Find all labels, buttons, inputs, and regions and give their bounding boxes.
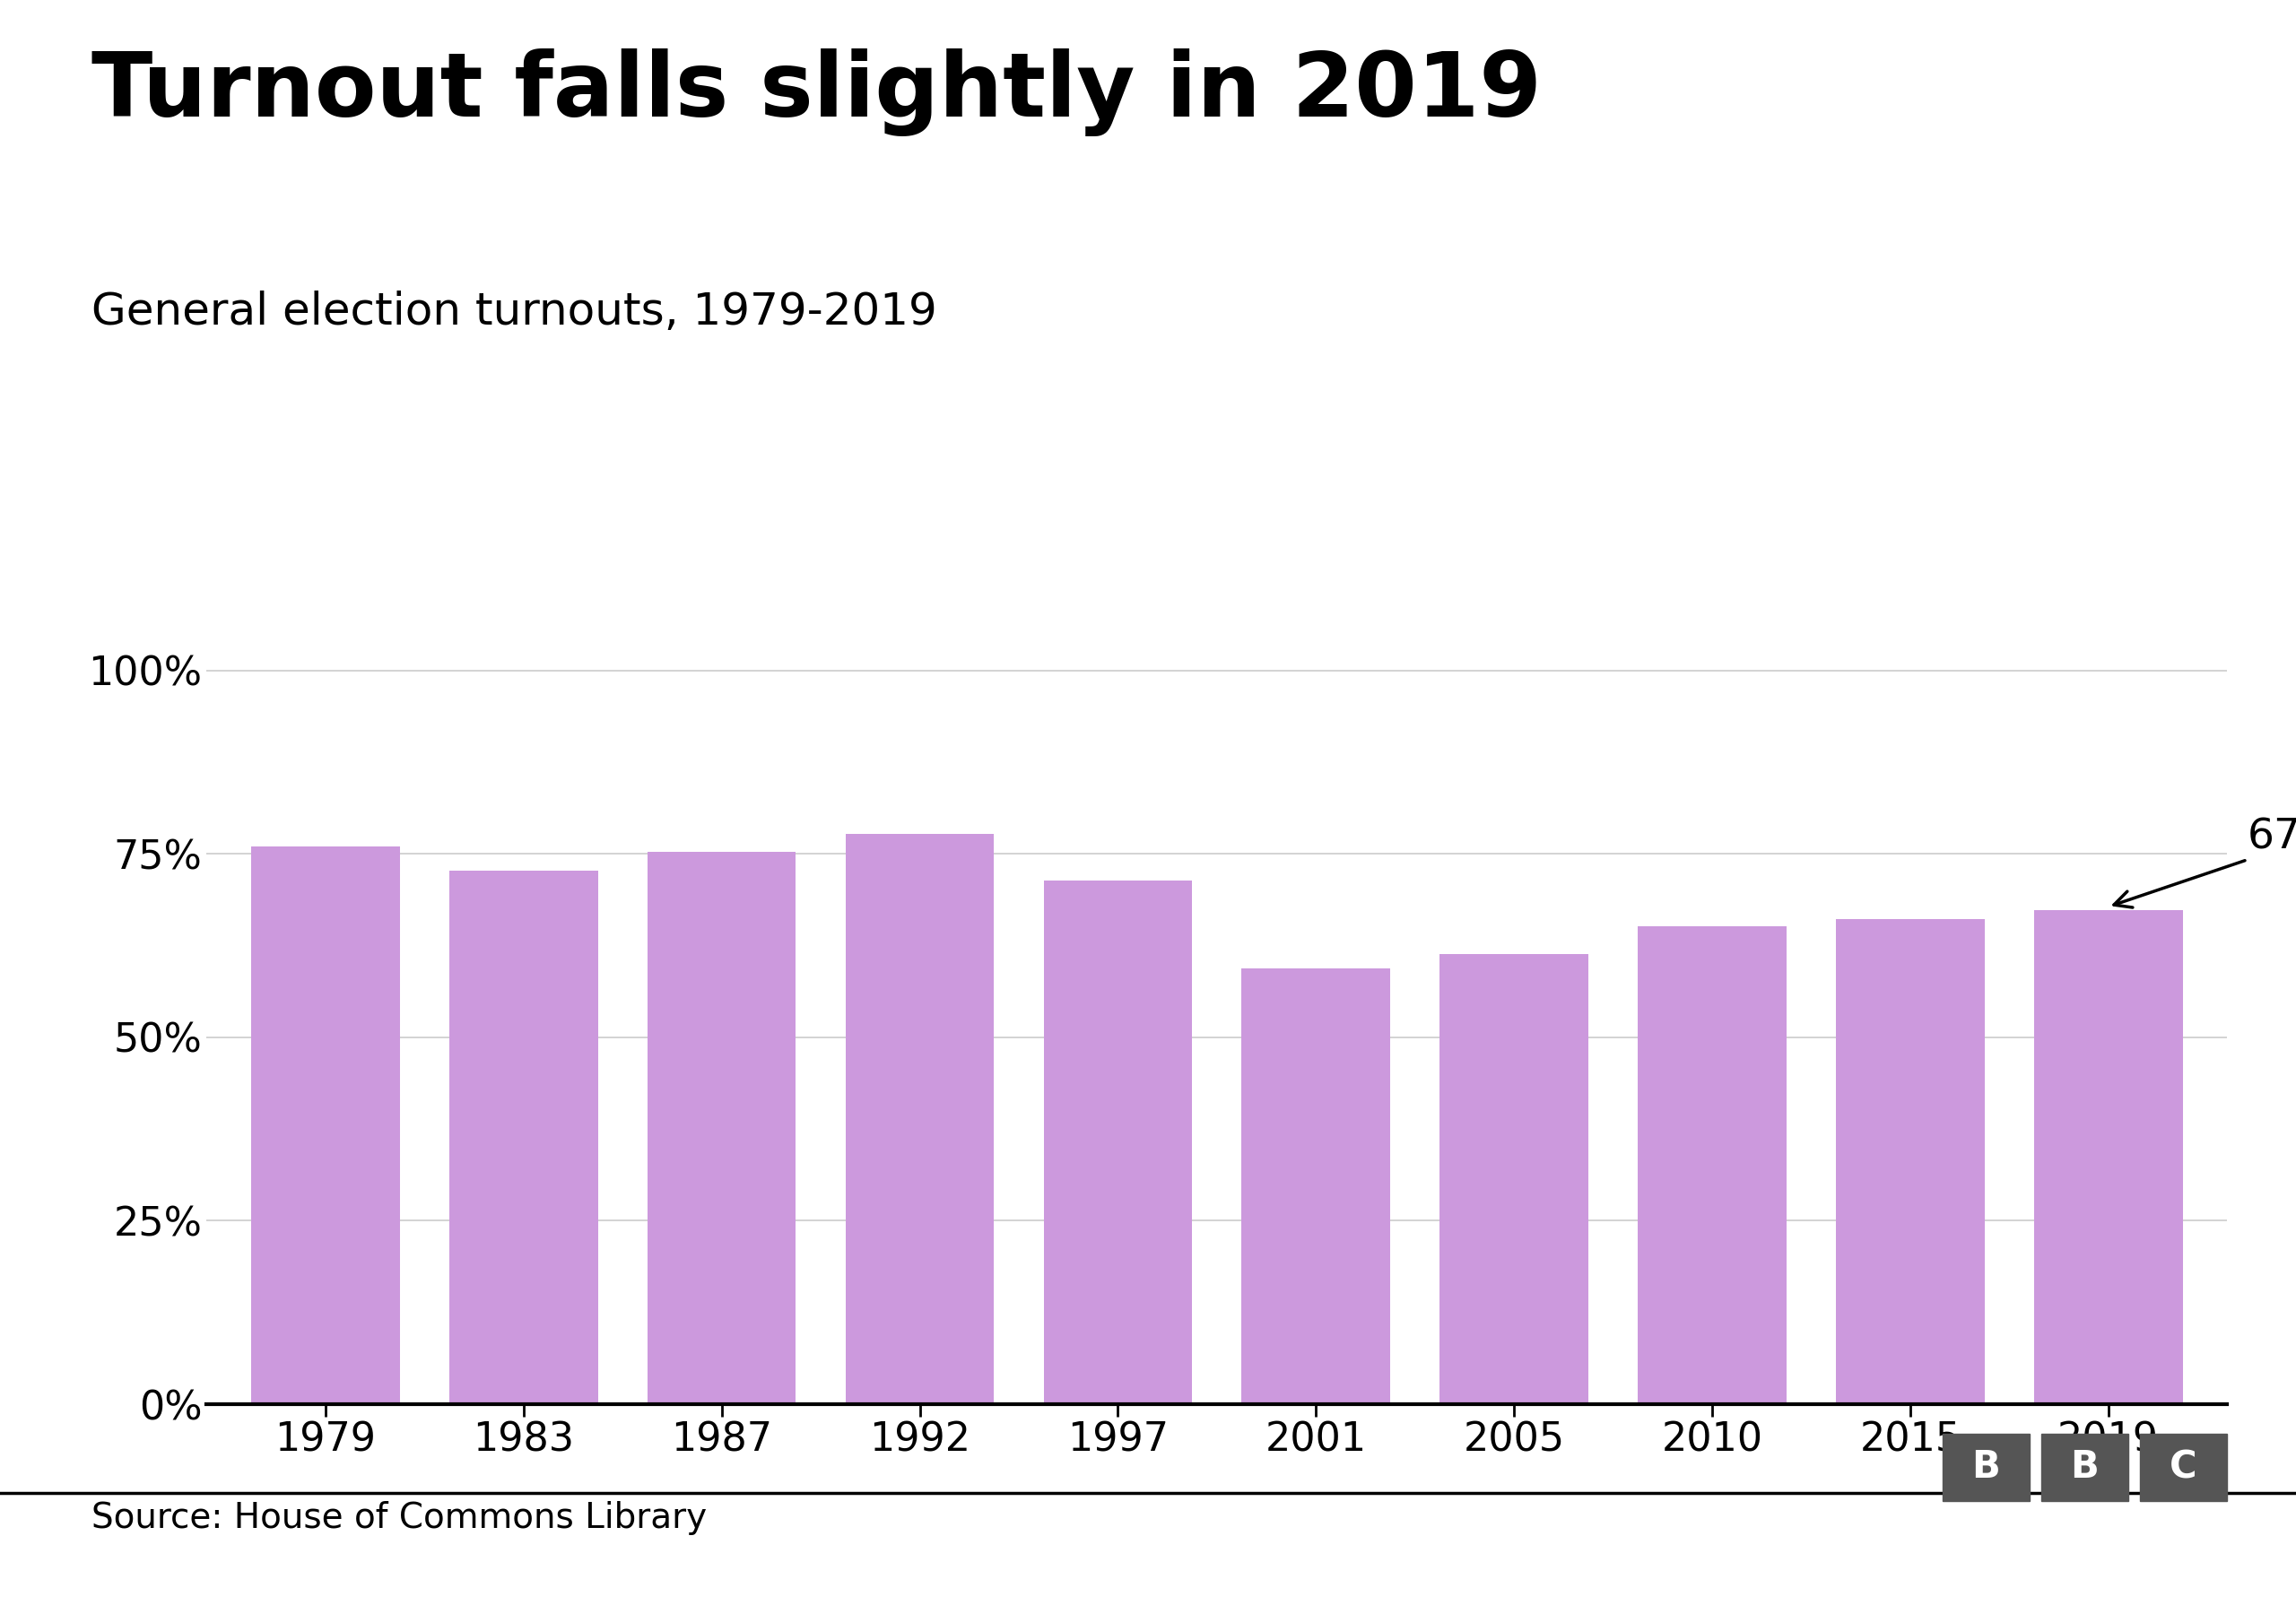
Bar xyxy=(1637,926,1786,1404)
Bar xyxy=(250,847,400,1404)
Bar xyxy=(647,852,797,1404)
Bar xyxy=(845,834,994,1404)
Text: 67.3%: 67.3% xyxy=(2115,817,2296,907)
Text: General election turnouts, 1979-2019: General election turnouts, 1979-2019 xyxy=(92,291,937,334)
Bar xyxy=(450,872,597,1404)
Bar xyxy=(2034,910,2183,1404)
Bar xyxy=(1440,954,1589,1404)
Text: Turnout falls slightly in 2019: Turnout falls slightly in 2019 xyxy=(92,48,1543,136)
Bar xyxy=(1242,968,1389,1404)
Bar xyxy=(1045,880,1192,1404)
Text: B: B xyxy=(2071,1448,2099,1486)
Text: Source: House of Commons Library: Source: House of Commons Library xyxy=(92,1501,707,1535)
Text: B: B xyxy=(1972,1448,2000,1486)
Text: C: C xyxy=(2170,1448,2197,1486)
Bar xyxy=(1837,920,1984,1404)
